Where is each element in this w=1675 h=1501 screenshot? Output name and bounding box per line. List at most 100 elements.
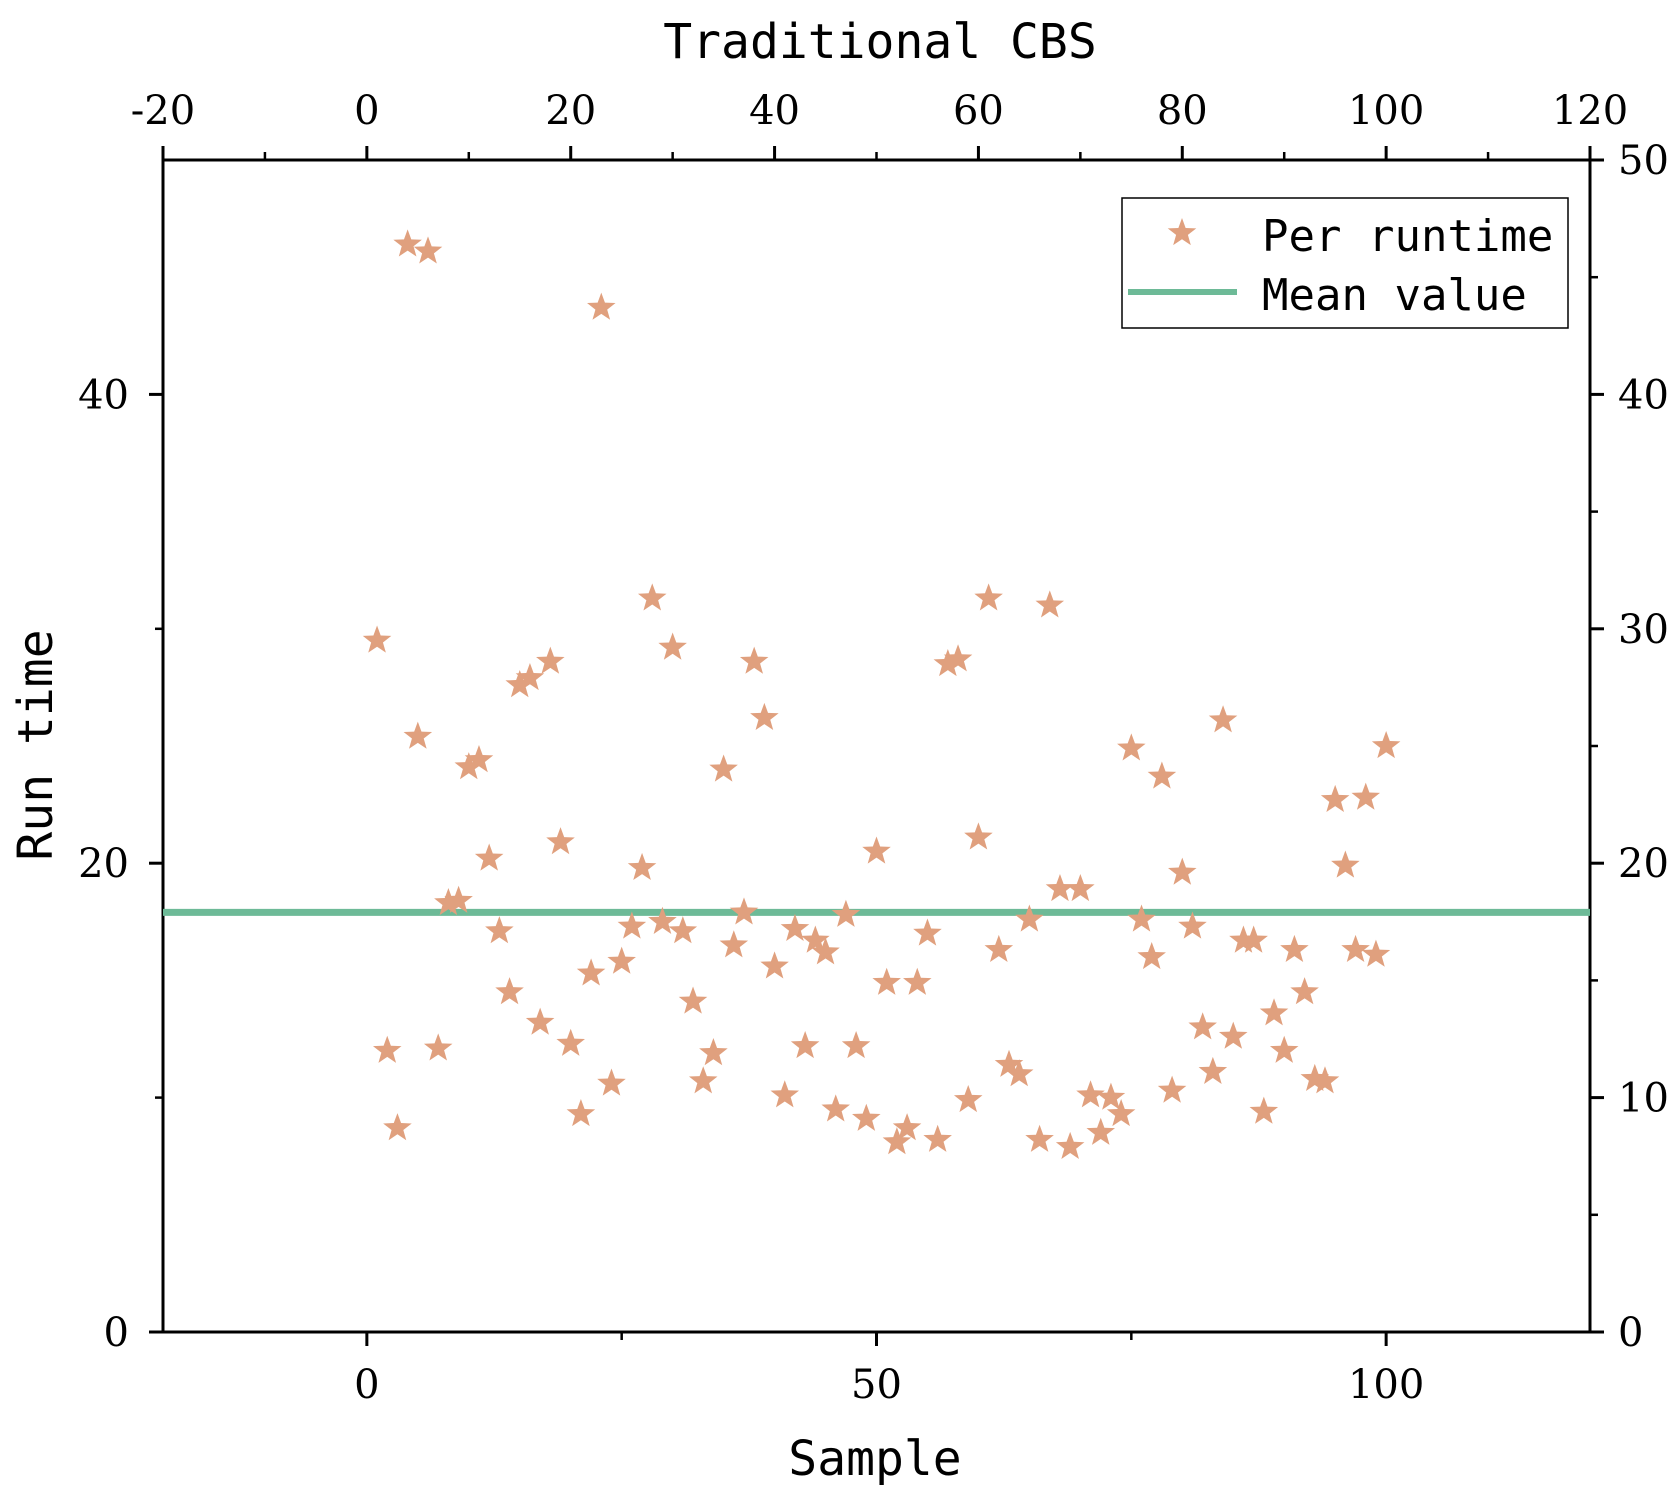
legend-label-per-runtime: Per runtime: [1262, 211, 1553, 262]
data-point-star: [1127, 904, 1156, 932]
data-point-star: [1025, 1124, 1054, 1152]
data-point-star: [1096, 1082, 1126, 1110]
x-top-tick-label: 20: [545, 88, 596, 134]
data-point-star: [719, 930, 749, 958]
data-point-star: [383, 1113, 412, 1141]
data-point-star: [1208, 705, 1238, 733]
y-left-tick-label: 0: [104, 1310, 129, 1356]
data-point-star: [1178, 911, 1207, 939]
data-point-star: [1269, 1035, 1299, 1063]
data-point-star: [546, 827, 575, 855]
data-points: [362, 229, 1401, 1159]
data-point-star: [403, 721, 433, 749]
data-point-star: [872, 967, 901, 995]
data-point-star: [1361, 939, 1391, 967]
legend-label-mean-value: Mean value: [1262, 270, 1527, 321]
data-point-star: [1239, 925, 1268, 953]
axis-ticks: 0 50 100 -20 0 20 40 60 80 100 120 0 20 40 0 10 20 30 40 50: [78, 88, 1669, 1408]
y-right-tick-label: 40: [1618, 372, 1669, 418]
data-point-star: [801, 925, 830, 953]
data-point-star: [525, 1007, 555, 1035]
data-point-star: [495, 977, 524, 1005]
data-point-star: [739, 646, 769, 674]
data-point-star: [953, 1084, 983, 1113]
x-top-tick-label: -20: [131, 88, 195, 134]
data-point-star: [627, 852, 657, 881]
y-right-tick-label: 30: [1618, 607, 1669, 653]
data-point-star: [434, 888, 463, 916]
x-top-tick-label: 120: [1552, 88, 1628, 134]
data-point-star: [1106, 1099, 1136, 1127]
data-point-star: [1055, 1131, 1085, 1159]
data-point-star: [974, 583, 1003, 611]
data-point-star: [831, 899, 861, 927]
plot-border: [161, 158, 1592, 1334]
x-top-tick-label: 40: [749, 88, 800, 134]
y-left-tick-label: 20: [78, 841, 129, 887]
data-point-star: [852, 1103, 881, 1131]
data-point-star: [882, 1127, 912, 1155]
data-point-star: [1188, 1012, 1217, 1040]
data-point-star: [648, 906, 677, 934]
data-point-star: [770, 1080, 800, 1108]
data-point-star: [1310, 1066, 1340, 1094]
data-point-star: [862, 836, 891, 864]
data-point-star: [790, 1031, 820, 1059]
data-point-star: [1371, 731, 1401, 759]
data-point-star: [1066, 873, 1095, 902]
data-point-star: [617, 911, 647, 939]
data-point-star: [780, 913, 810, 941]
data-point-star: [587, 292, 616, 320]
x-bottom-tick-label: 0: [354, 1362, 379, 1408]
data-point-star: [393, 229, 422, 257]
legend: Per runtime Mean value: [1121, 197, 1569, 329]
data-point-star: [637, 583, 667, 611]
x-top-tick-label: 0: [354, 88, 379, 134]
data-point-star: [943, 644, 973, 672]
x-top-tick-label: 100: [1348, 88, 1424, 134]
data-point-star: [994, 1049, 1024, 1077]
data-point-star: [444, 885, 473, 913]
data-point-star: [1004, 1059, 1034, 1087]
data-point-star: [423, 1033, 453, 1061]
data-point-star: [536, 646, 565, 674]
data-point-star: [811, 937, 840, 965]
data-point-star: [923, 1124, 952, 1152]
legend-star-marker: [1167, 218, 1197, 246]
data-point-star: [892, 1113, 922, 1141]
data-point-star: [933, 648, 963, 677]
data-point-star: [750, 702, 779, 731]
data-point-star: [760, 951, 789, 979]
y-right-tick-label: 10: [1618, 1076, 1669, 1122]
data-point-star: [903, 967, 932, 995]
data-point-star: [699, 1038, 728, 1066]
data-point-star: [1331, 850, 1360, 878]
y-axis-title: Run time: [8, 629, 64, 860]
data-point-star: [709, 754, 738, 782]
x-top-tick-label: 60: [953, 88, 1004, 134]
data-point-star: [505, 670, 535, 698]
data-point-star: [1015, 904, 1044, 932]
data-point-star: [372, 1035, 402, 1063]
data-point-star: [515, 663, 545, 691]
y-right-tick-label: 0: [1618, 1310, 1643, 1356]
data-point-star: [474, 843, 504, 871]
data-point-star: [556, 1028, 585, 1056]
data-point-star: [841, 1031, 871, 1059]
data-point-star: [964, 822, 993, 850]
data-point-star: [576, 958, 606, 986]
legend-box: [1121, 197, 1569, 329]
data-point-star: [607, 946, 636, 974]
data-point-star: [1086, 1117, 1116, 1145]
chart-title: Traditional CBS: [663, 14, 1096, 70]
plot-frame: [161, 158, 1592, 1334]
data-point-star: [658, 632, 687, 660]
data-point-star: [1320, 784, 1350, 813]
data-point-star: [913, 918, 942, 946]
data-point-star: [1076, 1080, 1105, 1108]
x-top-tick-label: 80: [1157, 88, 1208, 134]
data-point-star: [1168, 857, 1197, 885]
data-point-star: [1157, 1075, 1187, 1103]
data-point-star: [1045, 873, 1075, 902]
